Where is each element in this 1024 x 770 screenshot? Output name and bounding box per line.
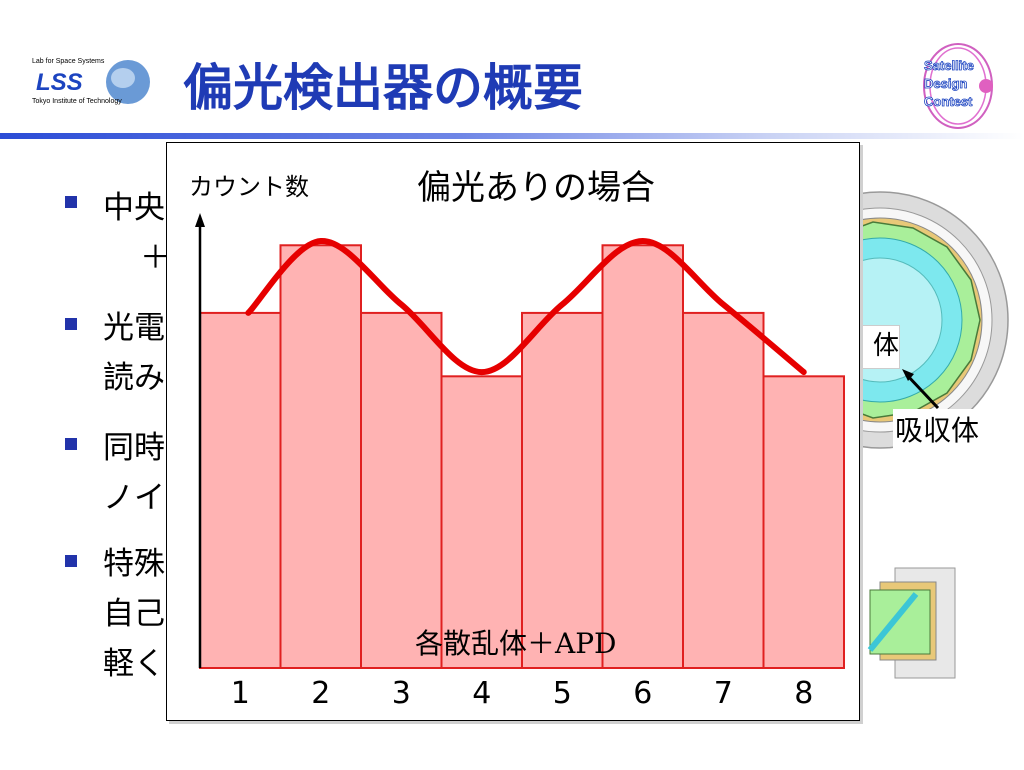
bullet-3-line-1: 同時 bbox=[103, 430, 165, 466]
x-tick-label-1: 1 bbox=[231, 676, 250, 711]
title-divider bbox=[0, 133, 1024, 139]
histogram-chart: カウント数 偏光ありの場合 各散乱体＋APD 1 2 3 4 5 6 7 8 bbox=[189, 168, 845, 711]
bullet-4-line-2: 自己 bbox=[103, 596, 165, 632]
contest-logo: Satellite Design Contest bbox=[918, 40, 996, 132]
y-axis-arrowhead bbox=[195, 213, 205, 227]
scatterer-label-partial: 体 bbox=[856, 325, 900, 369]
bar-group bbox=[199, 244, 845, 669]
bullet-4-line-3: 軽く bbox=[103, 646, 165, 682]
bar-7 bbox=[682, 311, 765, 669]
x-tick-label-4: 4 bbox=[472, 676, 491, 711]
bar-3 bbox=[360, 311, 443, 669]
logo-bottom-text: Tokyo Institute of Technology bbox=[32, 98, 122, 105]
bullet-1-line-1: 中央 bbox=[103, 190, 165, 226]
bar-4 bbox=[440, 375, 523, 669]
bullet-2-line-2: 読み bbox=[103, 360, 165, 396]
bar-6 bbox=[601, 244, 684, 669]
bullet-marker bbox=[65, 196, 77, 208]
x-tick-labels: 1 2 3 4 5 6 7 8 bbox=[231, 676, 814, 711]
bullet-3-line-2: ノイ bbox=[103, 480, 165, 516]
bar-2 bbox=[279, 244, 362, 669]
logo-top-text: Lab for Space Systems bbox=[32, 58, 105, 65]
x-tick-label-3: 3 bbox=[392, 676, 411, 711]
bullet-2-line-1: 光電 bbox=[103, 310, 165, 346]
bullet-marker bbox=[65, 438, 77, 450]
chart-title: 偏光ありの場合 bbox=[417, 168, 655, 208]
x-axis-label: 各散乱体＋APD bbox=[415, 627, 617, 660]
contest-logo-line-1: Satellite bbox=[924, 58, 974, 73]
contest-logo-line-2: Design bbox=[924, 76, 967, 91]
x-tick-label-7: 7 bbox=[714, 676, 733, 711]
logo-brand-text: LSS bbox=[36, 69, 83, 96]
bar-8 bbox=[762, 375, 845, 669]
absorber-pointer-line bbox=[904, 372, 940, 410]
y-axis-label: カウント数 bbox=[189, 173, 309, 201]
absorber-pointer-arrowhead bbox=[902, 369, 914, 381]
x-tick-label-5: 5 bbox=[553, 676, 572, 711]
bar-1 bbox=[199, 311, 282, 669]
side-view-scatter-path bbox=[867, 592, 919, 652]
x-tick-label-2: 2 bbox=[311, 676, 330, 711]
side-view-absorber bbox=[869, 589, 931, 655]
bullet-1-line-2: ＋ bbox=[140, 240, 171, 276]
bullet-4-line-1: 特殊 bbox=[103, 546, 165, 582]
y-axis bbox=[195, 213, 205, 668]
slide-title: 偏光検出器の概要 bbox=[183, 59, 583, 117]
detector-diagram bbox=[840, 191, 1009, 679]
absorber-label: 吸収体 bbox=[893, 409, 982, 449]
chart-popup: カウント数 偏光ありの場合 各散乱体＋APD 1 2 3 4 5 6 7 8 bbox=[166, 142, 860, 721]
lss-logo: Lab for Space Systems LSS Tokyo Institut… bbox=[28, 52, 153, 108]
bullet-marker bbox=[65, 555, 77, 567]
x-tick-label-6: 6 bbox=[633, 676, 652, 711]
modulation-curve bbox=[245, 238, 807, 376]
x-tick-label-8: 8 bbox=[794, 676, 813, 711]
contest-logo-line-3: Contest bbox=[924, 94, 973, 109]
bullet-marker bbox=[65, 318, 77, 330]
bar-5 bbox=[521, 311, 604, 669]
